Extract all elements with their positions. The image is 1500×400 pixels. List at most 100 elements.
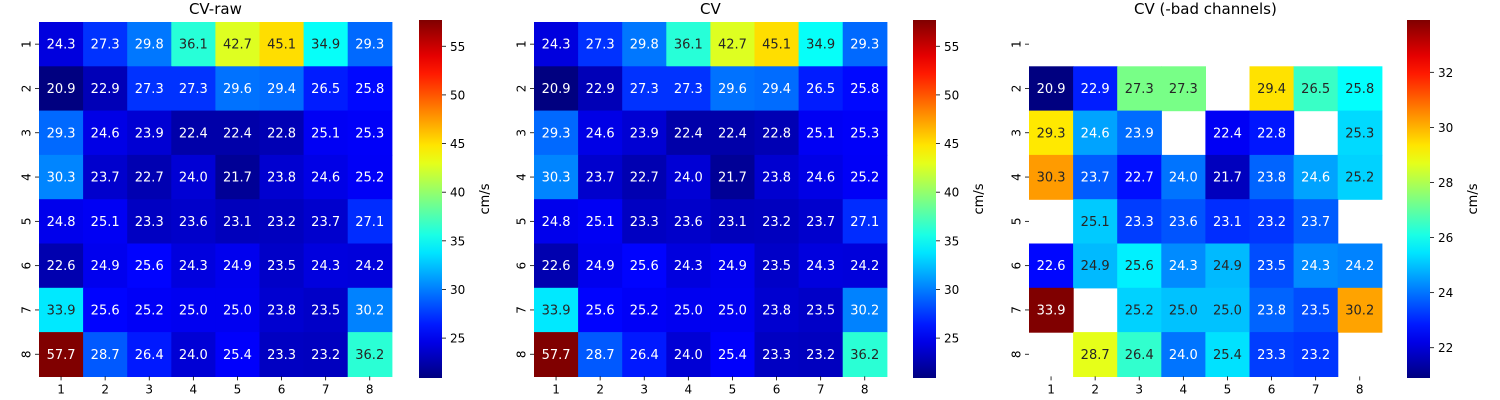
colorbar-tick-label: 35 [450, 234, 465, 248]
cell-value-label: 30.3 [47, 171, 76, 186]
heatmap-cell [171, 332, 216, 377]
y-tick-label: 5 [515, 218, 529, 226]
cell-value-label: 27.3 [91, 38, 120, 53]
x-tick-label: 7 [322, 382, 330, 396]
x-tick-label: 7 [817, 382, 825, 396]
heatmap-cell [622, 66, 667, 112]
heatmap-cell [1117, 66, 1162, 112]
y-tick-label: 8 [1010, 350, 1024, 358]
cell-value-label: 42.7 [223, 38, 252, 53]
heatmap-cell [578, 199, 623, 245]
heatmap-cell [127, 66, 172, 112]
x-tick-label: 5 [729, 382, 737, 396]
cell-value-label: 23.8 [762, 303, 791, 318]
heatmap-cell [754, 22, 800, 67]
heatmap-cell [171, 66, 216, 112]
cell-value-label: 23.8 [1257, 171, 1286, 186]
heatmap-cell [127, 287, 172, 333]
y-tick-label: 2 [515, 85, 529, 93]
cell-value-label: 23.5 [267, 259, 296, 274]
heatmap-cell [83, 22, 128, 67]
y-tick-label: 6 [515, 262, 529, 270]
heatmap-cell [798, 287, 844, 333]
cell-value-label: 24.9 [1081, 259, 1110, 274]
cell-value-label: 26.4 [630, 348, 659, 363]
heatmap-cell [534, 332, 579, 377]
cell-value-label: 33.9 [1037, 303, 1066, 318]
cell-value-label: 25.1 [806, 126, 835, 141]
heatmap-cell [710, 332, 756, 377]
heatmap-cell [1073, 66, 1118, 112]
x-tick-label: 8 [861, 382, 869, 396]
cell-value-label: 24.2 [355, 259, 384, 274]
cell-value-label: 26.5 [311, 82, 340, 97]
cell-value-label: 24.3 [1169, 259, 1198, 274]
cell-value-label: 23.6 [179, 215, 208, 230]
heatmap-cell [798, 22, 844, 67]
cell-value-label: 25.0 [179, 303, 208, 318]
heatmap-cell [666, 154, 711, 200]
cell-value-label: 25.1 [1081, 215, 1110, 230]
heatmap-cell [754, 243, 800, 289]
heatmap-cell [259, 22, 305, 67]
cell-value-label: 33.9 [47, 303, 76, 318]
heatmap-cell [666, 287, 711, 333]
heatmap-cell [622, 287, 667, 333]
y-tick-label: 6 [20, 262, 34, 270]
cell-value-label: 23.7 [311, 215, 340, 230]
cell-value-label: 23.7 [91, 171, 120, 186]
heatmap-cell [842, 110, 888, 156]
cell-value-label: 26.5 [806, 82, 835, 97]
cell-value-label: 28.7 [91, 348, 120, 363]
chart-title: CV [700, 0, 721, 18]
colorbar-tick-label: 25 [450, 332, 465, 346]
heatmap-cell [622, 110, 667, 156]
cell-value-label: 23.8 [267, 303, 296, 318]
heatmap-cell [1293, 154, 1339, 200]
heatmap-cell [1029, 154, 1074, 200]
cell-value-label: 25.6 [135, 259, 164, 274]
cell-value-label: 29.4 [267, 82, 296, 97]
heatmap-cell [798, 154, 844, 200]
cell-value-label: 25.2 [355, 171, 384, 186]
x-tick-label: 2 [596, 382, 604, 396]
cell-value-label: 36.1 [674, 38, 703, 53]
colorbar [913, 20, 936, 378]
heatmap-cell [303, 199, 349, 245]
cell-value-label: 57.7 [47, 348, 76, 363]
heatmap-cell [303, 66, 349, 112]
heatmap-cell [39, 22, 84, 67]
x-tick-label: 5 [1224, 382, 1232, 396]
heatmap-cell [622, 22, 667, 67]
x-tick-label: 1 [1047, 382, 1055, 396]
heatmap-cell [303, 332, 349, 377]
heatmap-cell [622, 154, 667, 200]
heatmap-cell [534, 22, 579, 67]
x-tick-label: 6 [1268, 382, 1276, 396]
heatmap-cell [303, 22, 349, 67]
cell-value-label: 20.9 [542, 82, 571, 97]
cell-value-label: 22.4 [674, 126, 703, 141]
cell-value-label: 22.4 [223, 126, 252, 141]
cell-value-label: 42.7 [718, 38, 747, 53]
heatmap-cell [259, 199, 305, 245]
heatmap-cell [1117, 243, 1162, 289]
heatmap-cell [842, 332, 888, 377]
cell-value-label: 24.3 [1301, 259, 1330, 274]
heatmap-cell [1205, 332, 1251, 377]
heatmap-cell [127, 22, 172, 67]
cell-value-label: 22.8 [762, 126, 791, 141]
cell-value-label: 25.0 [1169, 303, 1198, 318]
cell-value-label: 23.6 [1169, 215, 1198, 230]
cell-value-label: 23.5 [762, 259, 791, 274]
cell-value-label: 25.1 [311, 126, 340, 141]
heatmap-panel-3: 20.9 22.9 27.3 27.3 29.4 26.5 25.8 29.3 24.6 23.9… [1010, 0, 1482, 396]
cell-value-label: 20.9 [47, 82, 76, 97]
cell-value-label: 25.8 [850, 82, 879, 97]
heatmap-cell [1293, 199, 1339, 245]
heatmap-cell [171, 22, 216, 67]
cell-value-label: 29.4 [1257, 82, 1286, 97]
cell-value-label: 21.7 [718, 171, 747, 186]
cell-value-label: 23.2 [311, 348, 340, 363]
heatmap-panel-1: 24.3 27.3 29.8 36.1 42.7 45.1 34.9 29.3 20.9 22.9… [20, 0, 494, 396]
